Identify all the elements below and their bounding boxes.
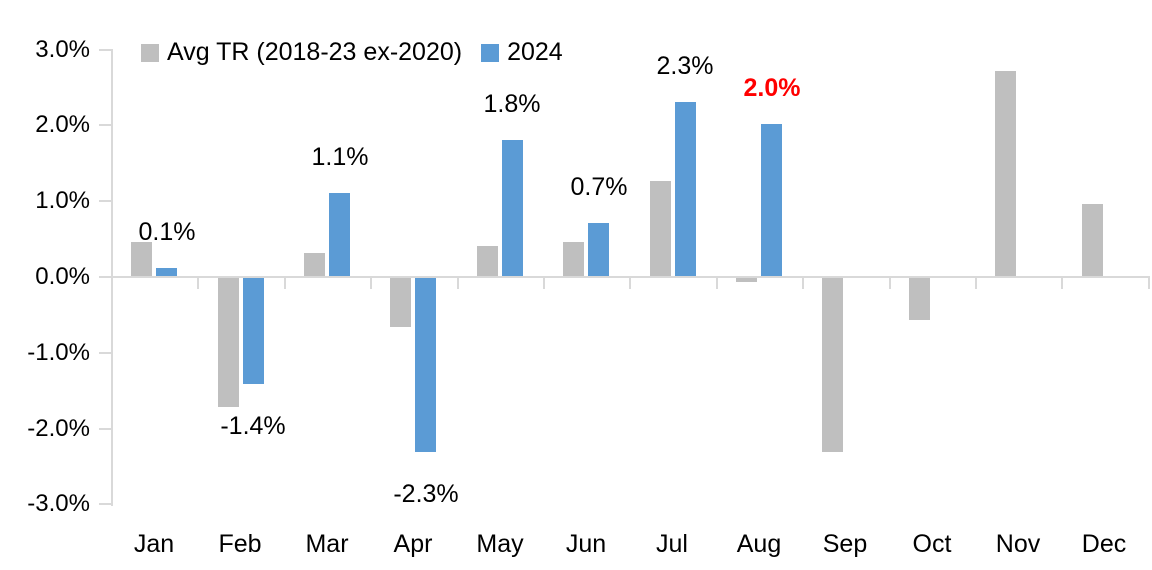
x-axis-category-label: Feb: [218, 530, 262, 558]
data-label-jul: 2.3%: [656, 52, 714, 80]
y-axis-tick: [99, 352, 111, 354]
x-axis-tick: [370, 278, 372, 289]
x-axis-tick: [1148, 278, 1150, 289]
x-axis-category-label: Apr: [393, 530, 433, 558]
x-axis-tick: [111, 278, 113, 289]
x-axis-tick: [629, 278, 631, 289]
data-label-jan: 0.1%: [138, 218, 196, 246]
bar-avg-tr-feb: [218, 278, 239, 407]
y-axis-tick-label: 3.0%: [35, 36, 90, 63]
x-axis-category-label: May: [476, 530, 524, 558]
x-axis-category-label: Sep: [822, 530, 868, 558]
x-axis-category-label: Mar: [305, 530, 349, 558]
bar-avg-tr-oct: [909, 278, 930, 320]
legend-item-avg-tr: Avg TR (2018-23 ex-2020): [141, 38, 462, 67]
bar-avg-tr-sep: [822, 278, 843, 452]
x-axis-baseline: [99, 276, 1150, 278]
y-axis-tick: [99, 428, 111, 430]
bar-avg-tr-jul: [650, 181, 671, 276]
y-axis-tick-label: -3.0%: [27, 490, 90, 517]
bar-2024-aug: [761, 124, 782, 276]
x-axis-category-label: Dec: [1081, 530, 1127, 558]
y-axis-tick-label: 0.0%: [35, 263, 90, 290]
x-axis-tick: [802, 278, 804, 289]
x-axis-category-label: Aug: [736, 530, 782, 558]
legend-label-avg-tr: Avg TR (2018-23 ex-2020): [167, 38, 463, 66]
bar-2024-may: [502, 140, 523, 276]
data-label-feb: -1.4%: [220, 412, 286, 440]
legend-label-2024: 2024: [507, 38, 563, 66]
legend-item-2024: 2024: [481, 38, 563, 67]
data-label-mar: 1.1%: [311, 143, 369, 171]
x-axis-category-label: Nov: [995, 530, 1041, 558]
y-axis-tick: [99, 124, 111, 126]
bar-avg-tr-jan: [131, 242, 152, 276]
y-axis-tick: [99, 49, 111, 51]
bar-avg-tr-jun: [563, 242, 584, 276]
legend-swatch-2024: [481, 43, 500, 62]
data-label-aug: 2.0%: [743, 74, 801, 102]
y-axis-tick: [99, 503, 111, 505]
data-label-apr: -2.3%: [393, 480, 459, 508]
bar-avg-tr-nov: [995, 71, 1016, 276]
bar-avg-tr-dec: [1082, 204, 1103, 276]
x-axis-tick: [716, 278, 718, 289]
y-axis-tick-label: -1.0%: [27, 339, 90, 366]
bar-avg-tr-mar: [304, 253, 325, 276]
x-axis-tick: [1061, 278, 1063, 289]
bar-2024-apr: [415, 278, 436, 452]
bar-2024-jul: [675, 102, 696, 276]
x-axis-tick: [457, 278, 459, 289]
bar-avg-tr-aug: [736, 278, 757, 282]
x-axis-tick: [975, 278, 977, 289]
x-axis-tick: [197, 278, 199, 289]
legend: Avg TR (2018-23 ex-2020) 2024: [141, 38, 563, 67]
bar-2024-mar: [329, 193, 350, 276]
y-axis-tick: [99, 200, 111, 202]
bar-2024-jan: [156, 268, 177, 276]
y-axis-tick-label: 1.0%: [35, 187, 90, 214]
x-axis-category-label: Jul: [656, 530, 688, 558]
data-label-jun: 0.7%: [570, 173, 628, 201]
x-axis-tick: [889, 278, 891, 289]
bar-2024-feb: [243, 278, 264, 384]
y-axis-tick-label: -2.0%: [27, 415, 90, 442]
y-axis-tick-label: 2.0%: [35, 111, 90, 138]
bar-2024-jun: [588, 223, 609, 276]
legend-swatch-avg-tr: [141, 43, 159, 62]
x-axis-category-label: Jan: [133, 530, 175, 558]
x-axis-tick: [543, 278, 545, 289]
bar-avg-tr-may: [477, 246, 498, 276]
data-label-may: 1.8%: [483, 90, 541, 118]
x-axis-category-label: Jun: [565, 530, 607, 558]
bar-avg-tr-apr: [390, 278, 411, 327]
x-axis-category-label: Oct: [912, 530, 952, 558]
x-axis-tick: [284, 278, 286, 289]
